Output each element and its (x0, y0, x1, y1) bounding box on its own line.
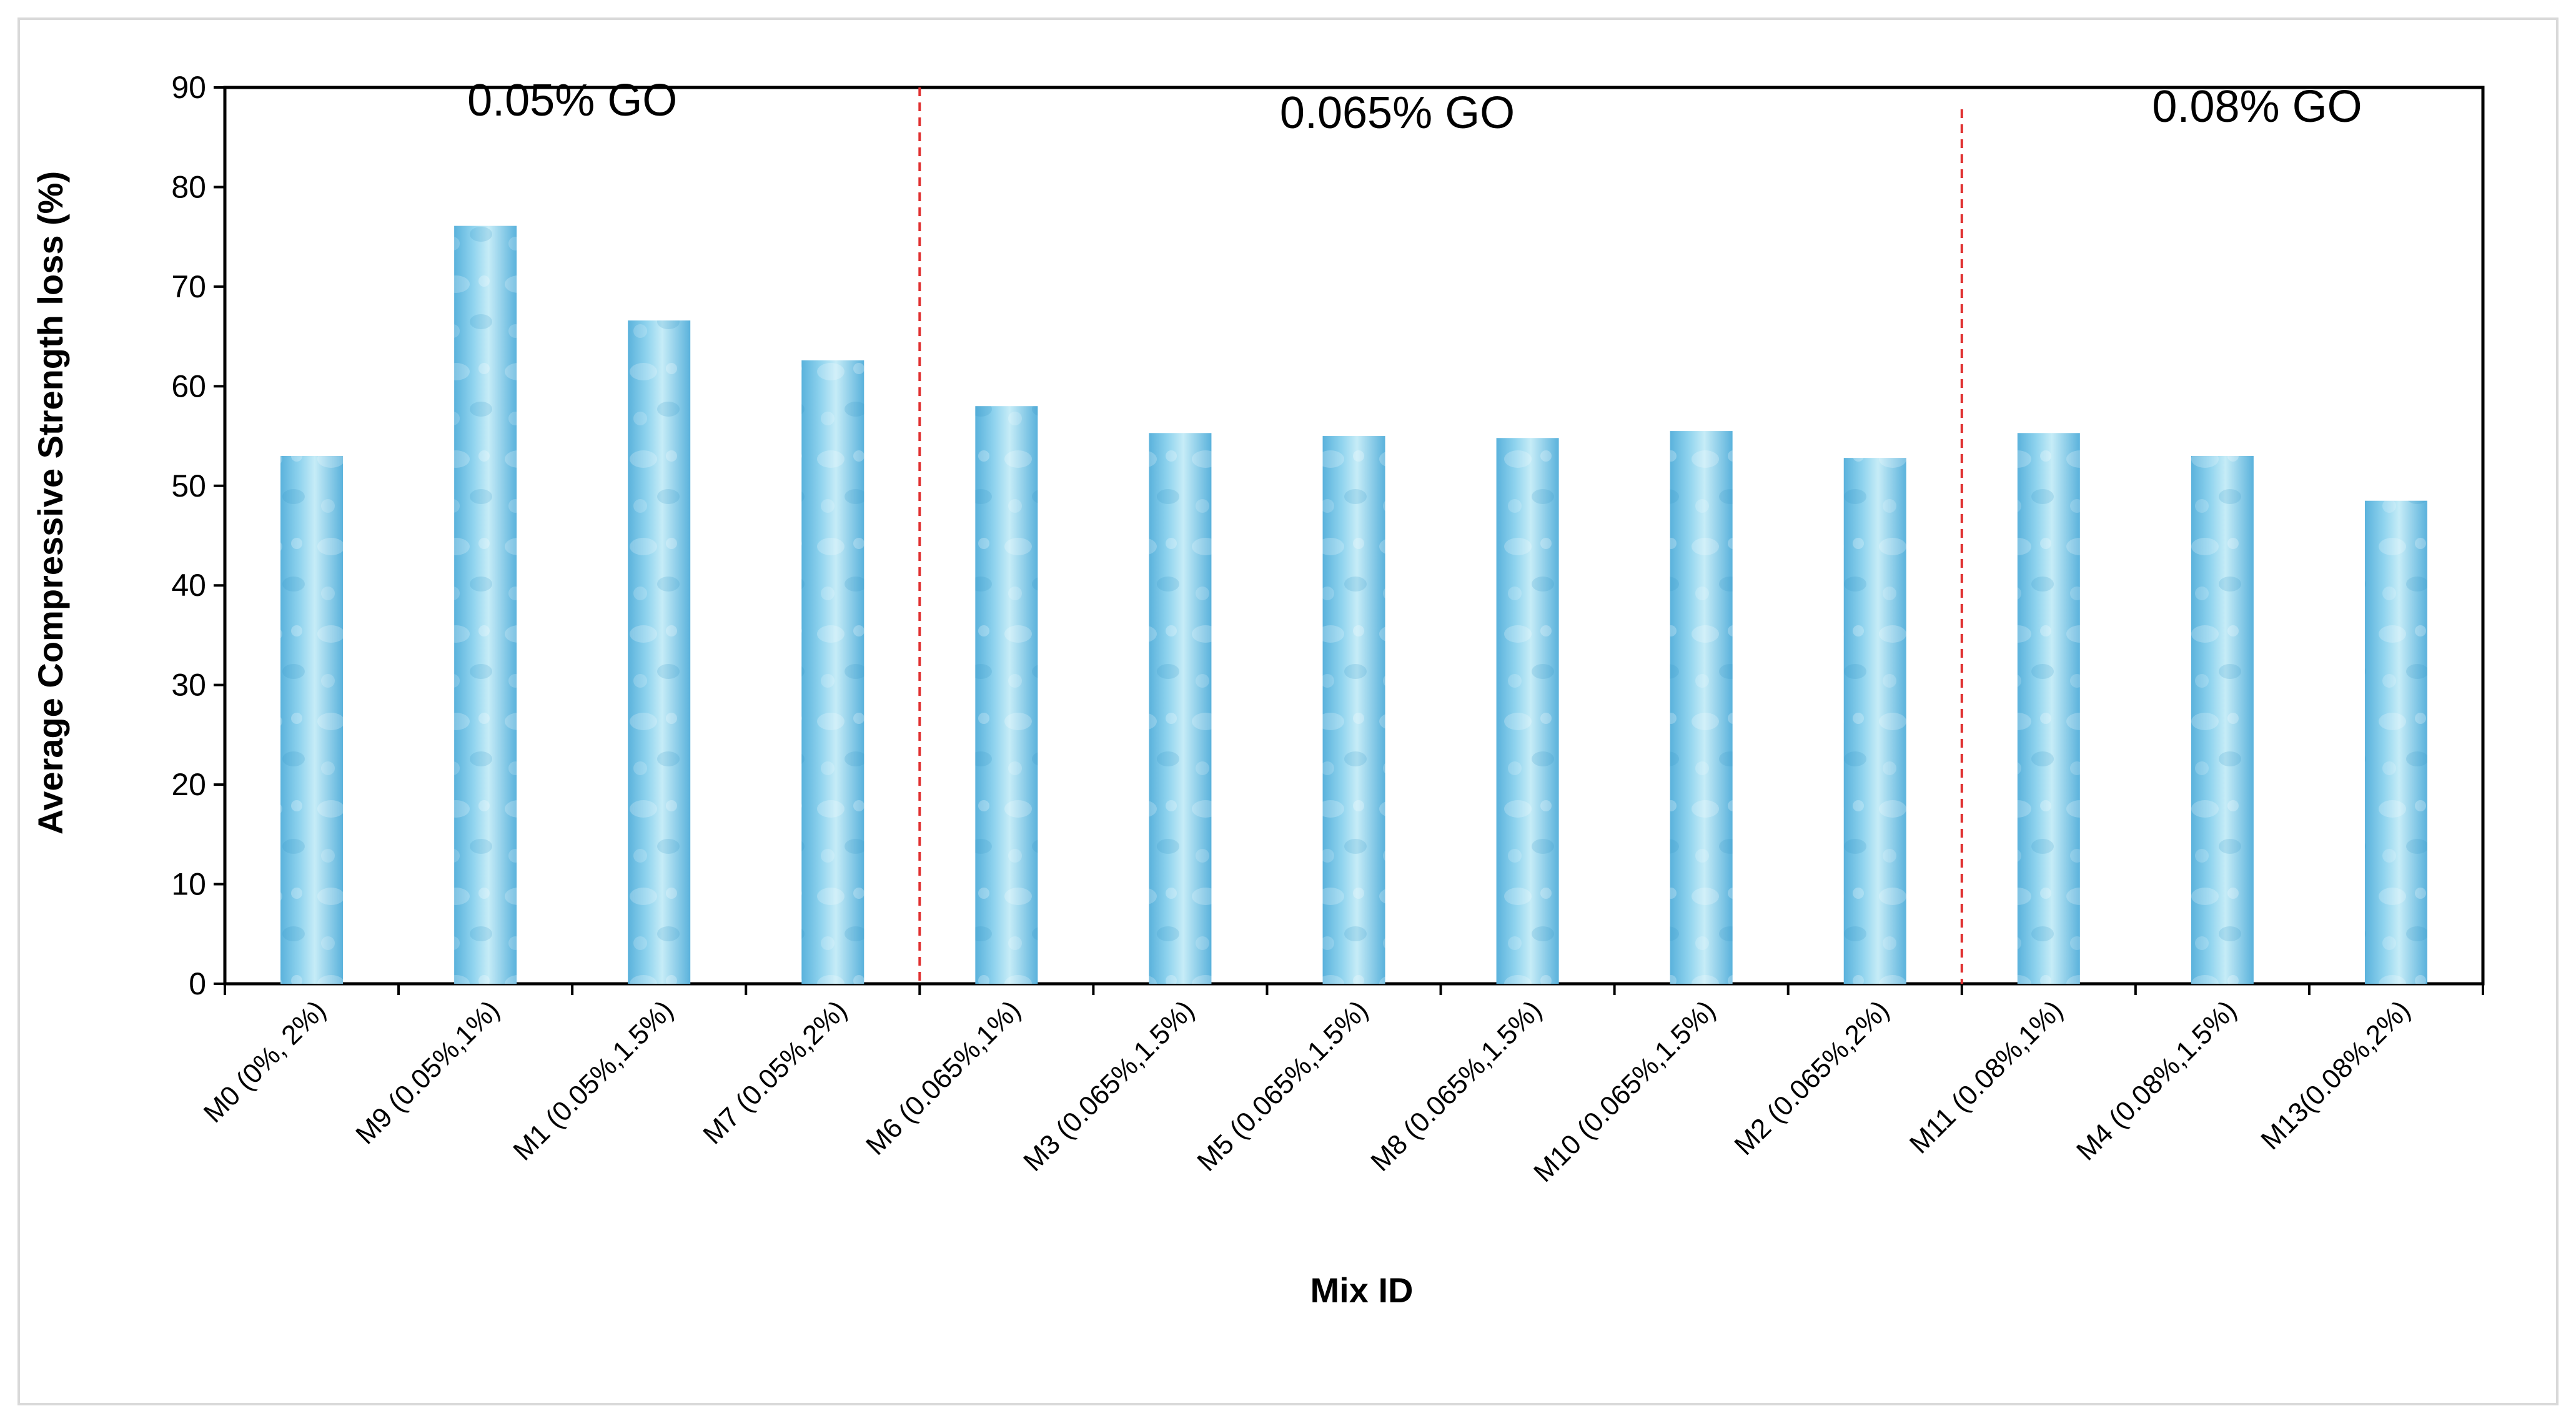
bar-texture (975, 406, 1038, 984)
bars (280, 225, 2427, 984)
bar (975, 406, 1038, 984)
bar-texture (1670, 431, 1733, 984)
y-tick-label: 10 (171, 867, 206, 902)
y-tick-label: 90 (171, 70, 206, 105)
bar (801, 360, 864, 984)
y-tick-label: 40 (171, 568, 206, 603)
bar (1843, 458, 1906, 984)
bar (1496, 438, 1559, 984)
group-annotation-label: 0.08% GO (2152, 82, 2362, 132)
group-annotations: 0.05% GO 0.065% GO 0.08% GO (467, 76, 2362, 138)
y-tick-label: 80 (171, 169, 206, 204)
bar (2191, 455, 2254, 984)
bar-texture (2191, 455, 2254, 984)
bar (1670, 431, 1733, 984)
bar-texture (1843, 458, 1906, 984)
bar-texture (628, 320, 691, 984)
chart-frame (17, 17, 2559, 1405)
bar-texture (1496, 438, 1559, 984)
y-tick-label: 0 (189, 966, 206, 1001)
group-annotation-label: 0.065% GO (1280, 88, 1515, 138)
y-tick-label: 60 (171, 369, 206, 404)
bar (280, 455, 344, 984)
bar (2364, 500, 2427, 984)
y-tick-label: 30 (171, 668, 206, 703)
bar (1149, 433, 1212, 984)
bar (628, 320, 691, 984)
group-annotation-label: 0.05% GO (467, 76, 677, 126)
bar-texture (2017, 433, 2080, 984)
bar-texture (1322, 436, 1385, 984)
y-tick-label: 70 (171, 269, 206, 304)
group-dividers (918, 87, 1963, 984)
y-axis: 0 10 20 30 40 50 60 70 80 90 (171, 70, 225, 1001)
bar-texture (1149, 433, 1212, 984)
bar (2017, 433, 2080, 984)
bar (454, 225, 517, 984)
bar-texture (2364, 500, 2427, 984)
y-tick-label: 50 (171, 468, 206, 503)
bar-texture (280, 455, 344, 984)
y-axis-title: Average Compressive Strength loss (%) (31, 171, 70, 834)
y-tick-label: 20 (171, 767, 206, 802)
bar-texture (801, 360, 864, 984)
bar (1322, 436, 1385, 984)
x-axis-title: Mix ID (1310, 1270, 1414, 1310)
bar-texture (454, 225, 517, 984)
